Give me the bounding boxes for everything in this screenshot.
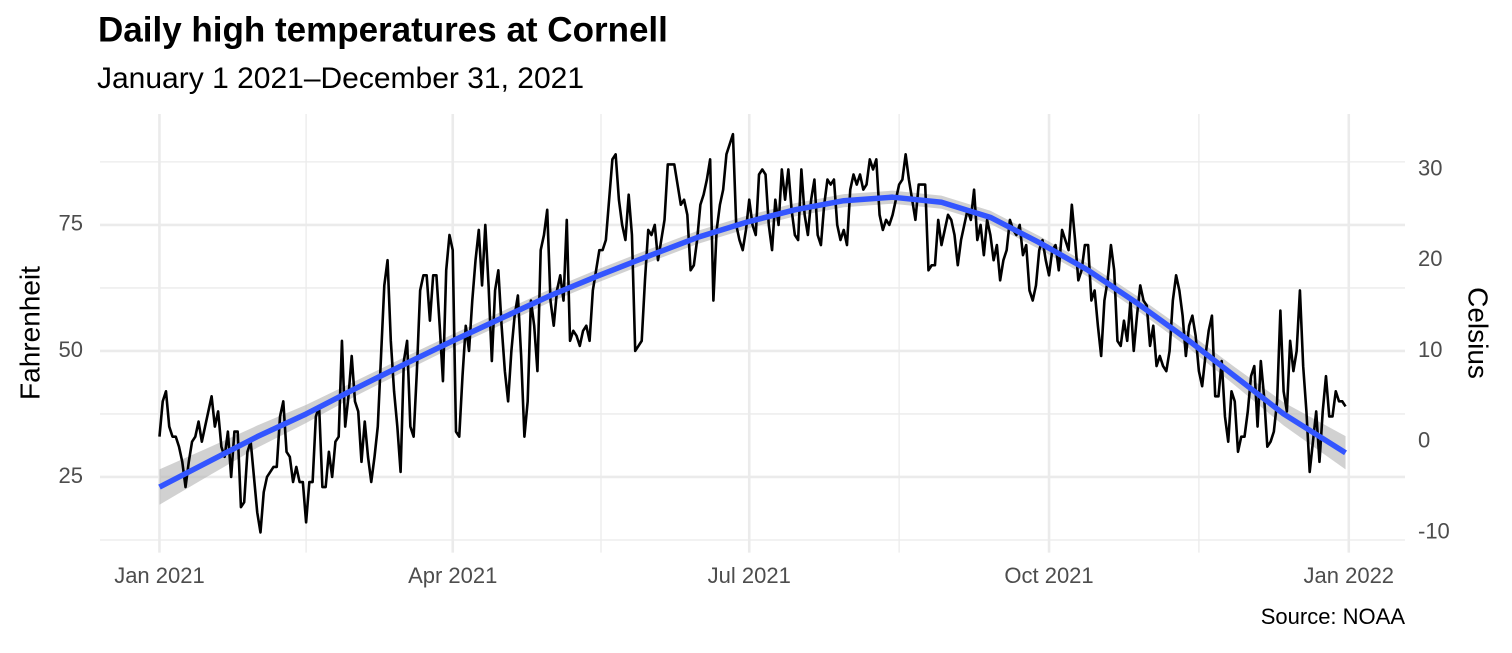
y2-tick-label: 30 [1418,155,1442,180]
x-tick-label: Jul 2021 [708,563,791,588]
caption: Source: NOAA [1261,604,1406,629]
temperature-line [158,132,1347,534]
y-tick-label: 50 [59,337,83,362]
confidence-band [159,190,1346,505]
smooth-line [158,194,1347,490]
y-tick-label: 75 [59,211,83,236]
chart-title: Daily high temperatures at Cornell [98,10,668,49]
y2-tick-label: 20 [1418,246,1442,271]
x-tick-label: Jan 2021 [114,563,205,588]
y-tick-label: 25 [59,463,83,488]
y2-tick-label: -10 [1418,518,1450,543]
x-tick-label: Apr 2021 [408,563,497,588]
y2-tick-label: 10 [1418,337,1442,362]
marks [158,132,1347,534]
x-tick-label: Jan 2022 [1304,563,1395,588]
chart-subtitle: January 1 2021–December 31, 2021 [97,62,584,95]
x-tick-label: Oct 2021 [1004,563,1093,588]
y2-tick-label: 0 [1418,428,1430,453]
y2-axis-title: Celsius [1463,287,1494,379]
y-axis-title: Fahrenheit [14,266,45,400]
